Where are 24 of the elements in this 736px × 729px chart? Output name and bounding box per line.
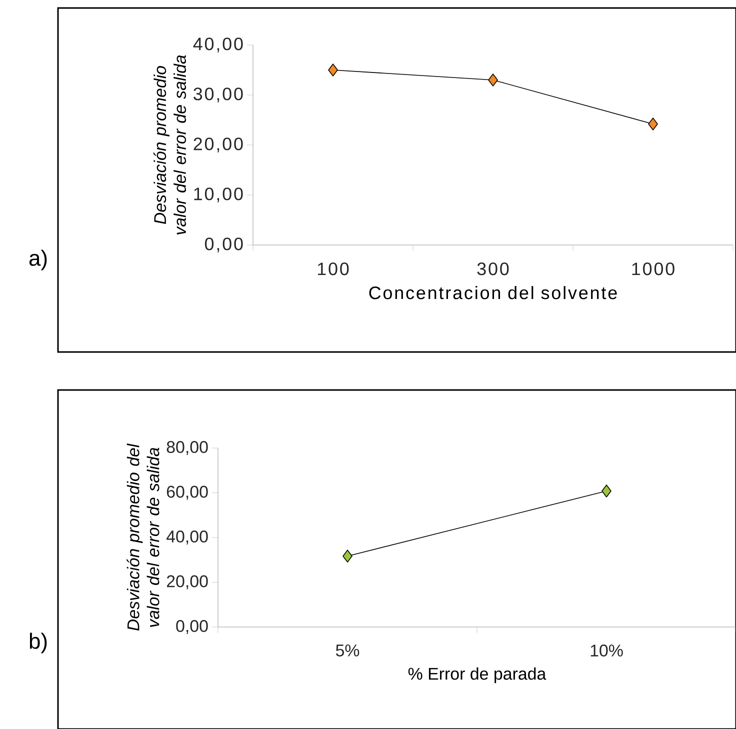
y-tick-label: 40,00 xyxy=(193,38,243,52)
y-axis-title: Desviación promedio valor del error de salida xyxy=(153,55,186,234)
y-tick-label: 80,00 xyxy=(166,441,208,456)
x-tick-label: 300 xyxy=(477,262,509,276)
x-axis-title: Concentracion del solvente xyxy=(369,286,617,300)
y-tick-label: 30,00 xyxy=(194,88,243,102)
y-tick-label: 60,00 xyxy=(166,486,208,500)
y-axis-title: Desviación promedio del valor del error de salida xyxy=(126,444,160,631)
y-tick-label: 20,00 xyxy=(194,138,243,152)
y-tick-label: 0,00 xyxy=(204,238,243,252)
y-tick-label: 10,00 xyxy=(194,188,243,202)
x-tick-label: 100 xyxy=(318,262,349,276)
x-tick-label: 10% xyxy=(590,644,623,657)
text: b) xyxy=(30,632,47,654)
x-tick-label: 1000 xyxy=(632,262,674,276)
point xyxy=(648,118,658,130)
text: a) xyxy=(29,250,47,270)
y-tick-label: 20,00 xyxy=(166,575,208,590)
point xyxy=(328,64,338,76)
point xyxy=(488,74,498,86)
x-tick-label: 5% xyxy=(336,644,360,656)
y-tick-label: 0,00 xyxy=(176,620,208,634)
y-tick-label: 40,00 xyxy=(166,530,208,545)
x-axis-title: % Error de parada xyxy=(408,667,546,684)
